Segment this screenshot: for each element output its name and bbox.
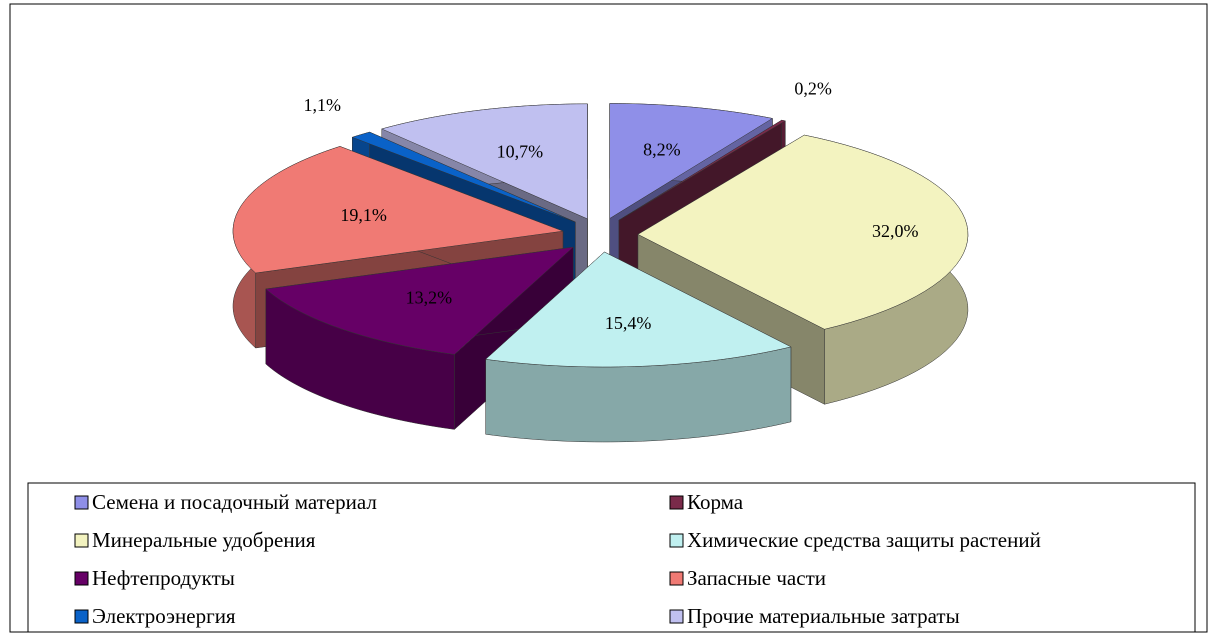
legend-swatch <box>669 495 684 510</box>
legend-label: Химические средства защиты растений <box>687 528 1041 552</box>
legend-swatch <box>669 609 684 624</box>
legend-swatch <box>74 609 89 624</box>
data-label: 1,1% <box>303 95 341 115</box>
slice <box>618 119 786 221</box>
data-label: 13,2% <box>406 288 453 308</box>
legend-swatch <box>74 495 89 510</box>
legend-label: Прочие материальные затраты <box>687 604 960 628</box>
data-label: 19,1% <box>340 205 387 225</box>
legend-swatch <box>669 571 684 586</box>
legend-swatch <box>669 533 684 548</box>
data-label: 32,0% <box>872 221 919 241</box>
legend: Семена и посадочный материал Корма Минерал… <box>74 490 1041 628</box>
data-label: 0,2% <box>794 79 832 99</box>
legend-label: Семена и посадочный материал <box>92 490 377 514</box>
legend-label: Корма <box>687 490 744 514</box>
slice <box>232 146 564 274</box>
slice <box>637 134 969 330</box>
slice <box>265 246 574 355</box>
legend-label: Запасные части <box>687 566 826 590</box>
slice <box>485 251 792 368</box>
legend-swatch <box>74 533 89 548</box>
slice <box>351 131 576 223</box>
legend-label: Электроэнергия <box>92 604 236 628</box>
data-label: 10,7% <box>497 142 544 162</box>
legend-label: Нефтепродукты <box>92 566 235 590</box>
legend-label: Минеральные удобрения <box>92 528 316 552</box>
legend-swatch <box>74 571 89 586</box>
slice <box>609 103 774 219</box>
legend-box <box>27 482 1196 633</box>
slice <box>381 103 588 220</box>
data-label: 8,2% <box>643 140 681 160</box>
data-label: 15,4% <box>605 313 652 333</box>
pie: 8,2% 0,2% 32,0% 15,4% 13,2% 19,1% 1,1% 10,7% <box>232 79 969 443</box>
